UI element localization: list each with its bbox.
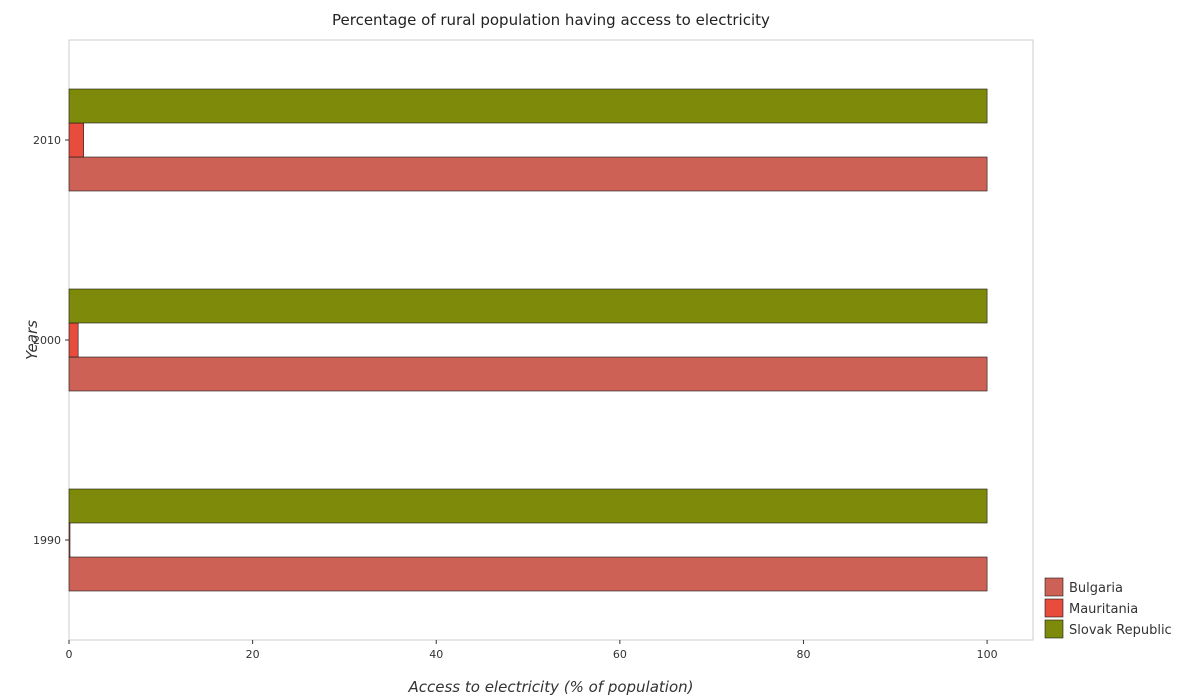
y-tick-label: 2010 bbox=[33, 134, 61, 147]
bars-layer bbox=[68, 88, 988, 592]
bar-bulgaria-1990 bbox=[68, 556, 988, 592]
legend-swatch-slovak-republic bbox=[1044, 619, 1064, 639]
x-tick-label: 100 bbox=[977, 648, 998, 661]
legend-label-bulgaria: Bulgaria bbox=[1069, 581, 1123, 596]
x-axis-label: Access to electricity (% of population) bbox=[407, 678, 693, 696]
axes-layer: 1990 2000 2010 0 20 40 60 80 100 bbox=[33, 134, 998, 661]
bar-mauritania-1990 bbox=[68, 522, 71, 558]
legend: Bulgaria Mauritania Slovak Republic bbox=[1044, 577, 1172, 639]
y-axis-label: Years bbox=[23, 320, 41, 360]
legend-swatch-mauritania bbox=[1044, 598, 1064, 618]
chart-title: Percentage of rural population having ac… bbox=[332, 11, 770, 29]
bar-slovak-republic-2000 bbox=[68, 288, 988, 324]
bar-slovak-republic-1990 bbox=[68, 488, 988, 524]
legend-label-mauritania: Mauritania bbox=[1069, 602, 1138, 617]
bar-bulgaria-2010 bbox=[68, 156, 988, 192]
y-tick-label: 1990 bbox=[33, 534, 61, 547]
x-tick-label: 60 bbox=[613, 648, 627, 661]
x-tick-label: 80 bbox=[796, 648, 810, 661]
legend-swatch-bulgaria bbox=[1044, 577, 1064, 597]
bar-mauritania-2000 bbox=[68, 322, 79, 358]
bar-bulgaria-2000 bbox=[68, 356, 988, 392]
x-tick-label: 20 bbox=[246, 648, 260, 661]
bar-mauritania-2010 bbox=[68, 122, 84, 158]
plot-frame bbox=[68, 39, 1034, 641]
legend-label-slovak-republic: Slovak Republic bbox=[1069, 623, 1172, 638]
bar-slovak-republic-2010 bbox=[68, 88, 988, 124]
y-tick-label: 2000 bbox=[33, 334, 61, 347]
x-tick-label: 0 bbox=[66, 648, 73, 661]
x-tick-label: 40 bbox=[429, 648, 443, 661]
